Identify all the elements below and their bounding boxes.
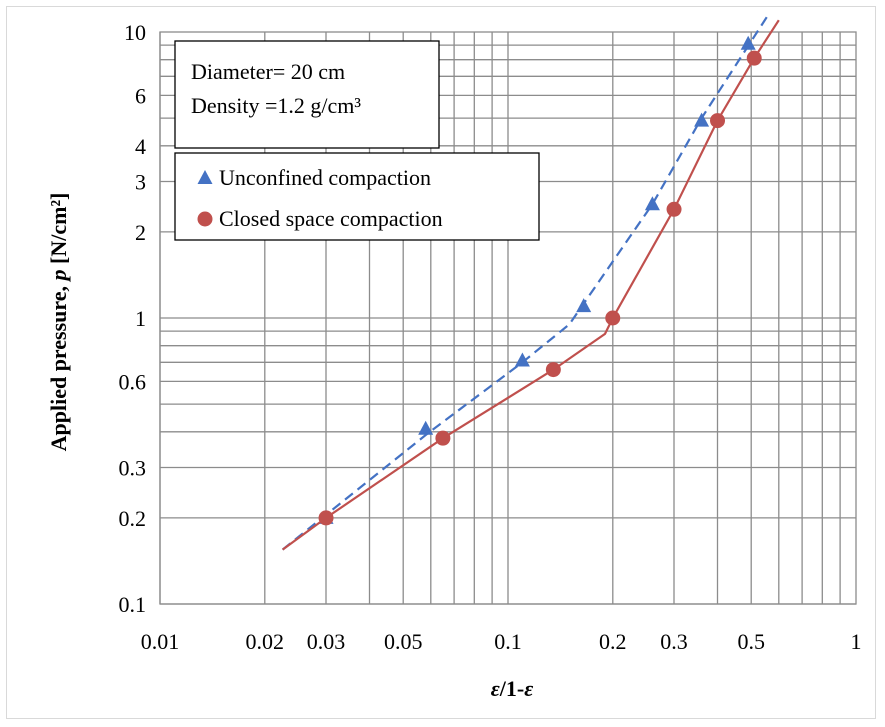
x-tick-label: 0.01 — [141, 629, 180, 654]
x-tick-label: 0.1 — [494, 629, 522, 654]
x-tick-label: 1 — [851, 629, 862, 654]
data-point — [576, 298, 592, 313]
legend-marker-closed-space-compaction — [197, 211, 213, 227]
data-point — [418, 420, 434, 435]
data-point — [644, 196, 660, 211]
y-tick-label: 0.1 — [119, 592, 147, 617]
y-tick-label: 1 — [135, 306, 146, 331]
y-tick-label: 10 — [124, 20, 146, 45]
data-point — [746, 50, 762, 66]
series-layer — [281, 14, 780, 551]
legend-circle-marker — [197, 211, 213, 227]
data-point — [710, 113, 726, 129]
x-tick-label: 0.05 — [384, 629, 423, 654]
x-tick-label: 0.3 — [660, 629, 688, 654]
y-tick-label: 6 — [135, 83, 146, 108]
annotation-density: Density =1.2 g/cm³ — [191, 93, 361, 118]
data-point — [666, 201, 682, 217]
y-tick-label: 0.2 — [119, 506, 147, 531]
legend-marker-unconfined-compaction — [197, 170, 213, 184]
annotation-diameter: Diameter= 20 cm — [191, 59, 345, 84]
series-unconfined-compaction — [281, 14, 770, 551]
data-point — [740, 35, 756, 50]
data-point — [605, 310, 621, 326]
plot-area-border — [159, 31, 857, 605]
data-point — [435, 430, 451, 446]
x-tick-label: 0.5 — [737, 629, 765, 654]
y-axis-title: Applied pressure, p [N/cm²] — [46, 193, 71, 452]
legend: Unconfined compaction Closed space compa… — [174, 152, 540, 241]
x-axis-title: ε/1-ε — [491, 676, 534, 701]
y-tick-label: 4 — [135, 134, 146, 159]
y-tick-label: 2 — [135, 220, 146, 245]
data-point — [694, 112, 710, 127]
series-closed-space-compaction — [281, 19, 780, 551]
series-line — [281, 19, 780, 551]
data-point — [318, 510, 334, 526]
x-axis-tick-labels: 0.01 0.02 0.03 0.05 0.1 0.2 0.3 0.5 1 — [141, 629, 862, 654]
legend-triangle-marker — [197, 170, 213, 184]
annotation-box-frame — [174, 40, 440, 149]
legend-label-unconfined-compaction: Unconfined compaction — [219, 165, 431, 190]
x-tick-label: 0.2 — [599, 629, 627, 654]
y-tick-label: 3 — [135, 170, 146, 195]
legend-frame — [174, 152, 540, 241]
x-tick-label: 0.03 — [307, 629, 346, 654]
data-point — [545, 362, 561, 378]
y-tick-label: 0.3 — [119, 456, 147, 481]
y-axis-tick-labels: 0.1 0.2 0.3 0.6 1 2 3 4 6 10 — [119, 20, 147, 617]
annotation-box: Diameter= 20 cm Density =1.2 g/cm³ — [174, 40, 440, 149]
legend-label-closed-space-compaction: Closed space compaction — [219, 206, 443, 231]
plot-border — [159, 31, 857, 605]
data-point — [514, 352, 530, 367]
x-tick-label: 0.02 — [246, 629, 285, 654]
y-tick-label: 0.6 — [119, 369, 147, 394]
